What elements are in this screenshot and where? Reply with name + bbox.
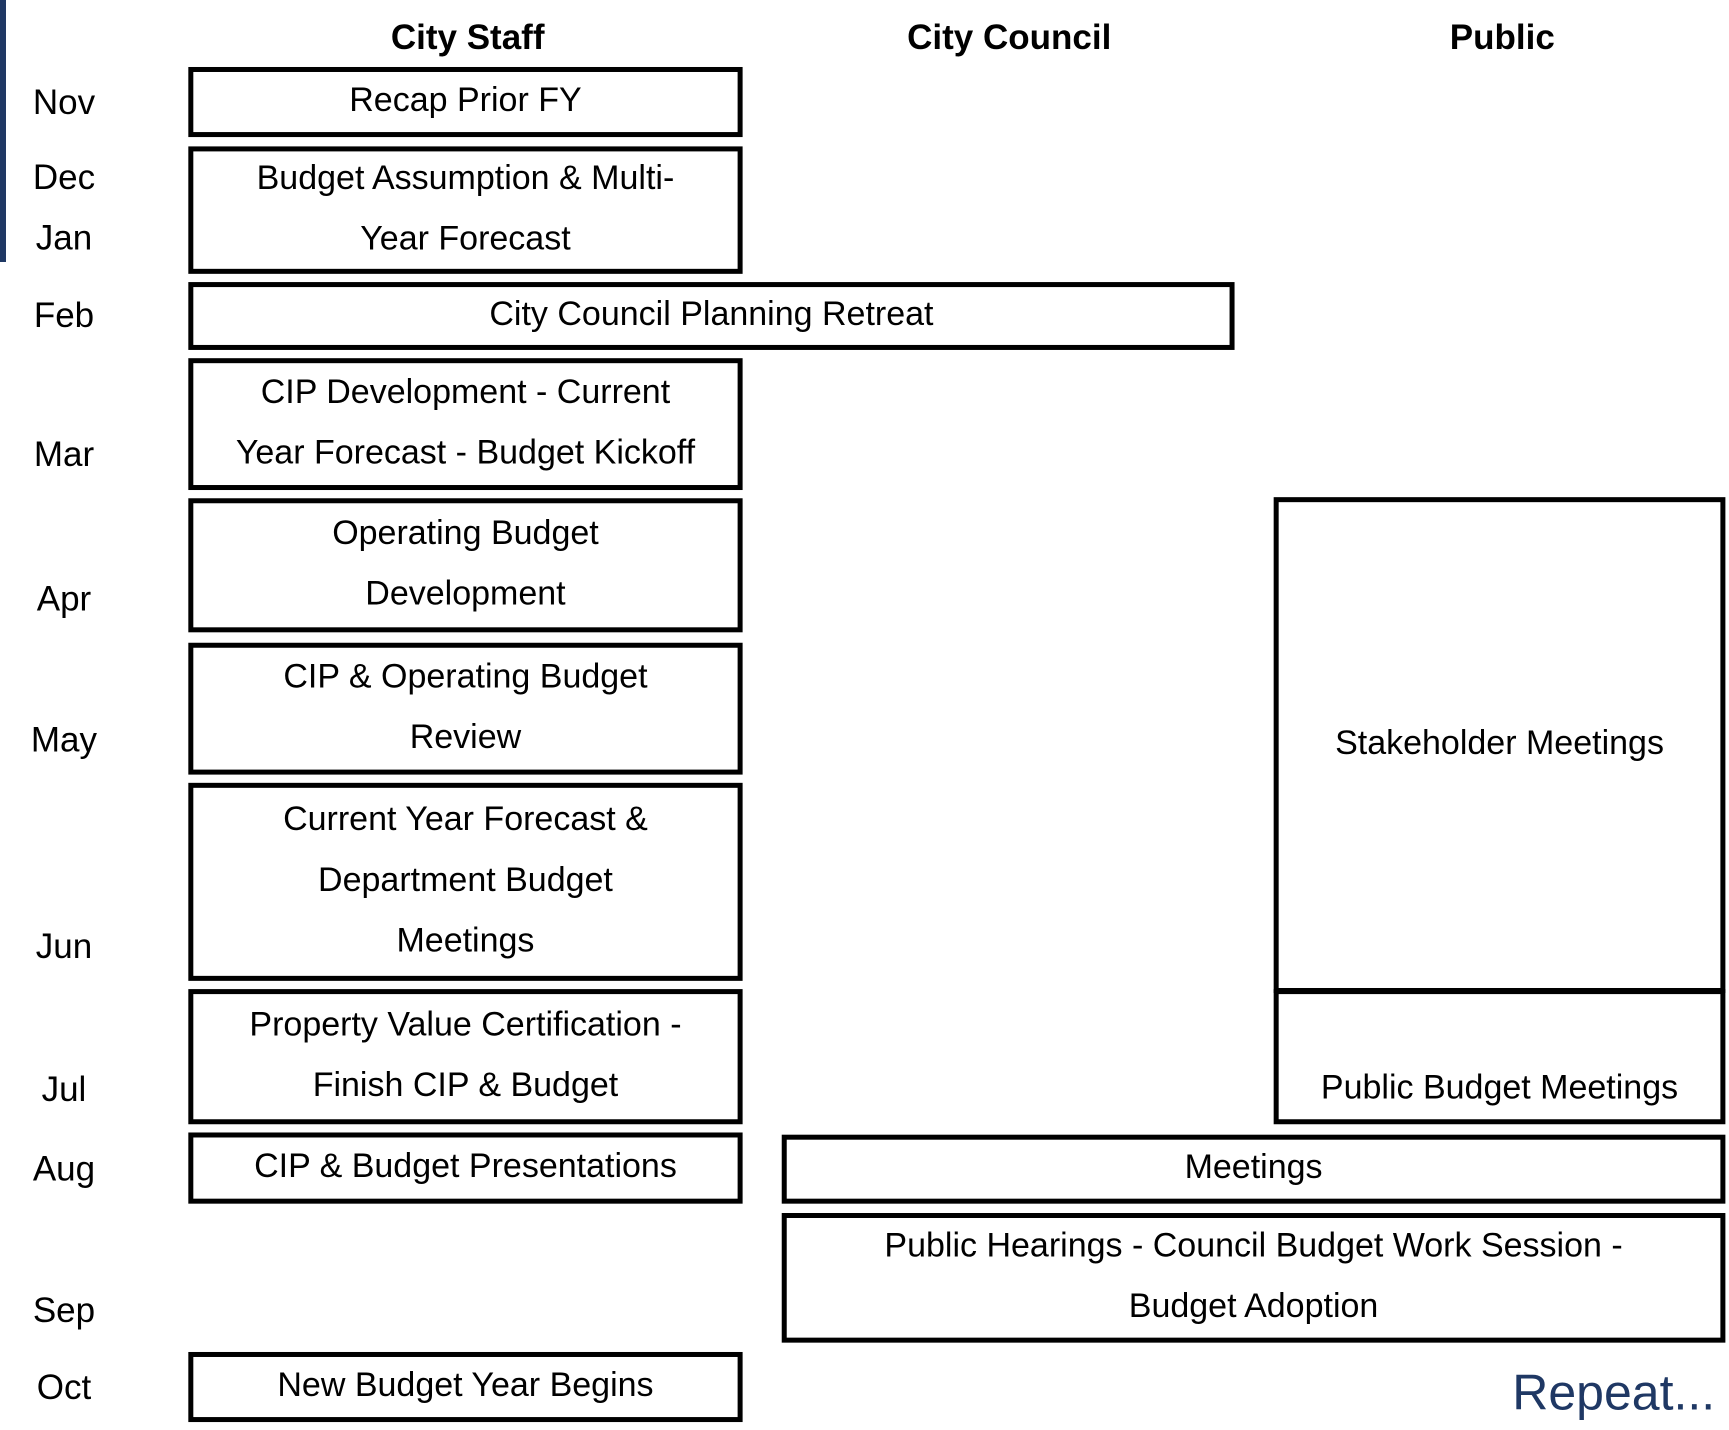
box-text: CIP & Budget Presentations [254, 1147, 677, 1185]
month-label: Aug [33, 1150, 95, 1189]
timeline-box [1273, 989, 1726, 1125]
month-label: Oct [37, 1368, 92, 1407]
month-label: Dec [33, 158, 95, 197]
box-text: Department Budget [318, 861, 613, 899]
timeline-box [188, 498, 743, 633]
column-header: City Council [907, 18, 1111, 57]
timeline-box [188, 642, 743, 775]
box-text: Year Forecast - Budget Kickoff [236, 433, 696, 471]
timeline-box [1273, 497, 1726, 993]
month-label: Jul [42, 1070, 87, 1109]
timeline-box [188, 358, 743, 491]
month-label: Jun [36, 927, 92, 966]
box-text: Meetings [396, 921, 534, 959]
box-text: Property Value Certification - [249, 1005, 681, 1043]
timeline-box [188, 782, 743, 981]
edge-bar [0, 0, 6, 262]
box-text: Meetings [1185, 1148, 1323, 1186]
box-text: Public Hearings - Council Budget Work Se… [884, 1226, 1622, 1264]
box-text: New Budget Year Begins [277, 1366, 653, 1404]
month-label: May [31, 721, 98, 760]
box-text: CIP Development - Current [261, 373, 671, 411]
box-text: Budget Adoption [1129, 1287, 1379, 1325]
month-label: Apr [37, 579, 92, 618]
box-text: Stakeholder Meetings [1335, 724, 1664, 762]
box-text: Recap Prior FY [349, 81, 581, 119]
box-text: Year Forecast [360, 219, 571, 257]
column-header: Public [1450, 18, 1555, 57]
timeline-box [188, 66, 743, 138]
timeline-box [188, 146, 743, 274]
box-text: Current Year Forecast & [283, 800, 648, 838]
box-text: Budget Assumption & Multi- [257, 159, 675, 197]
box-text: Development [365, 575, 566, 613]
timeline-box [188, 1351, 743, 1423]
box-text: Operating Budget [332, 514, 599, 552]
month-label: Feb [34, 296, 94, 335]
month-label: Mar [34, 435, 95, 474]
box-text: City Council Planning Retreat [489, 295, 934, 333]
footer-text: Repeat... [1512, 1365, 1715, 1421]
timeline-box [781, 1213, 1726, 1343]
box-text: Review [410, 718, 522, 756]
column-header: City Staff [391, 18, 545, 57]
box-text: Public Budget Meetings [1321, 1069, 1678, 1107]
month-label: Nov [33, 83, 96, 122]
timeline-box [188, 1132, 743, 1204]
timeline-box [781, 1134, 1726, 1204]
timeline-box [188, 989, 743, 1125]
box-text: Finish CIP & Budget [313, 1066, 619, 1104]
month-label: Sep [33, 1291, 95, 1330]
timeline-box [188, 282, 1235, 350]
month-label: Jan [36, 219, 92, 258]
box-text: CIP & Operating Budget [283, 657, 648, 695]
